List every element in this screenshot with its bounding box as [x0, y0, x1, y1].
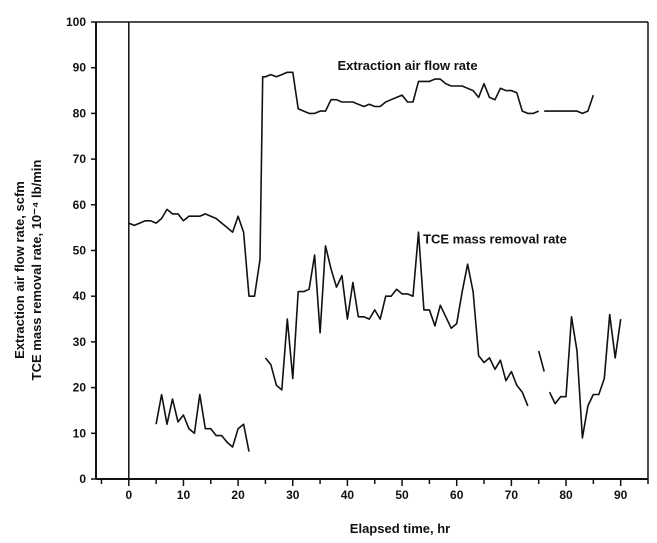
x-tick-label: 20 [231, 488, 245, 502]
series-line-air [128, 71, 540, 298]
x-tick-label: 90 [614, 488, 628, 502]
series-annotation: Extraction air flow rate [337, 58, 477, 73]
y-tick-label: 70 [73, 152, 87, 166]
axes: 0 10 20 30 40 50 60 70 80 90 100 0 10 20 30 40 50 60 70 80 9… [66, 15, 649, 502]
y-axis-title-line-2: TCE mass removal rate, 10⁻⁴ lb/min [29, 160, 44, 381]
y-tick-label: 30 [73, 335, 87, 349]
x-tick-label: 0 [125, 488, 132, 502]
y-tick-label: 80 [73, 106, 87, 120]
series-line-air [544, 94, 595, 115]
x-tick-label: 50 [395, 488, 409, 502]
y-tick-label: 10 [73, 426, 87, 440]
x-tick-label: 10 [177, 488, 191, 502]
x-axis-title: Elapsed time, hr [350, 521, 450, 536]
series-line-tce [537, 350, 545, 372]
y-tick-label: 90 [73, 61, 87, 75]
y-tick-label: 100 [66, 15, 86, 29]
y-tick-label: 60 [73, 198, 87, 212]
x-tick-label: 60 [450, 488, 464, 502]
y-tick-label: 20 [73, 381, 87, 395]
series-layer [128, 71, 622, 452]
y-tick-label: 0 [79, 472, 86, 486]
x-tick-label: 80 [559, 488, 573, 502]
series-annotation: TCE mass removal rate [423, 232, 567, 247]
y-tick-label: 50 [73, 244, 87, 258]
y-axis-title-line-1: Extraction air flow rate, scfm [12, 181, 27, 359]
series-line-tce [155, 393, 250, 452]
series-line-tce [548, 313, 622, 439]
series-line-tce [264, 231, 529, 407]
x-tick-label: 30 [286, 488, 300, 502]
y-tick-label: 40 [73, 289, 87, 303]
x-tick-label: 40 [341, 488, 355, 502]
annotations: Extraction air flow rate TCE mass removal… [337, 58, 566, 247]
x-tick-label: 70 [505, 488, 519, 502]
